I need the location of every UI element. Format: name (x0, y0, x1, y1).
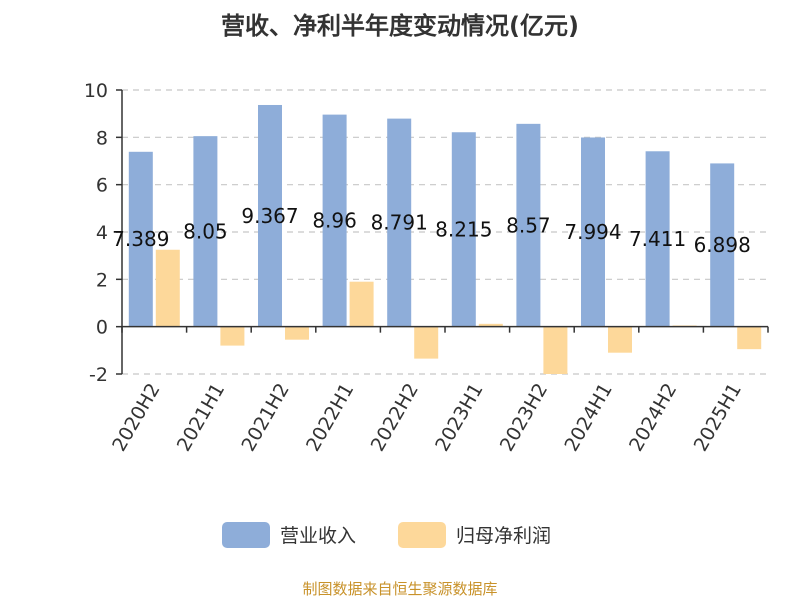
data-labels: 7.389 8.05 9.367 8.96 8.791 8.215 8.57 7.994 7.4… (112, 204, 751, 257)
net-profit-bar (349, 281, 374, 327)
revenue-bar (710, 163, 735, 327)
legend-swatch-revenue (222, 522, 270, 548)
net-profit-bar (414, 326, 439, 359)
revenue-data-label: 7.994 (564, 220, 621, 244)
revenue-bar (322, 114, 347, 327)
revenue-data-label: 8.215 (435, 217, 492, 241)
x-tick-label: 2022H1 (302, 380, 358, 456)
x-tick-label: 2021H1 (173, 380, 229, 456)
legend: 营业收入 归母净利润 (222, 522, 551, 548)
y-tick-label: 0 (96, 317, 108, 339)
revenue-data-label: 8.96 (312, 209, 357, 233)
revenue-bar (128, 151, 153, 327)
revenue-bar (645, 151, 670, 327)
net-profit-bar (478, 323, 503, 327)
y-tick-label: 10 (84, 80, 108, 102)
x-tick-label: 2024H1 (560, 380, 616, 456)
x-tick-label: 2023H1 (431, 380, 487, 456)
legend-label-net-profit: 归母净利润 (456, 525, 551, 547)
revenue-bar (451, 132, 476, 327)
bars (128, 104, 762, 374)
net-profit-bar (543, 326, 568, 374)
revenue-bar (516, 123, 541, 327)
legend-swatch-net-profit (398, 522, 446, 548)
revenue-data-label: 8.791 (371, 211, 428, 235)
x-tick-label: 2020H2 (108, 380, 164, 456)
revenue-data-label: 8.57 (506, 213, 551, 237)
net-profit-bar (220, 326, 245, 346)
y-tick-label: 4 (96, 222, 108, 244)
revenue-bar (258, 104, 282, 327)
source-note: 制图数据来自恒生聚源数据库 (302, 580, 498, 598)
y-tick-label: 6 (96, 175, 108, 197)
revenue-data-label: 9.367 (241, 204, 298, 228)
y-tick-label: 2 (96, 269, 108, 291)
revenue-bar (581, 137, 605, 327)
x-tick-label: 2021H2 (237, 380, 293, 456)
grid-lines (122, 89, 768, 375)
y-tick-label: -2 (89, 364, 108, 386)
legend-label-revenue: 营业收入 (280, 525, 356, 547)
net-profit-bar (737, 326, 762, 350)
net-profit-bar (608, 326, 632, 353)
revenue-bar (193, 136, 218, 327)
revenue-data-label: 7.411 (629, 227, 686, 251)
revenue-data-label: 6.898 (694, 233, 751, 257)
x-tick-label: 2022H2 (367, 380, 423, 456)
net-profit-bar (285, 326, 309, 340)
x-tick-label: 2024H2 (625, 380, 681, 456)
revenue-data-label: 7.389 (112, 227, 169, 251)
chart-title: 营收、净利半年度变动情况(亿元) (221, 12, 579, 40)
x-tick-label: 2025H1 (690, 380, 746, 456)
net-profit-bar (155, 249, 180, 327)
revenue-bar (387, 118, 412, 327)
x-tick-label: 2023H2 (496, 380, 552, 456)
revenue-data-label: 8.05 (183, 219, 228, 243)
y-tick-label: 8 (96, 127, 108, 149)
